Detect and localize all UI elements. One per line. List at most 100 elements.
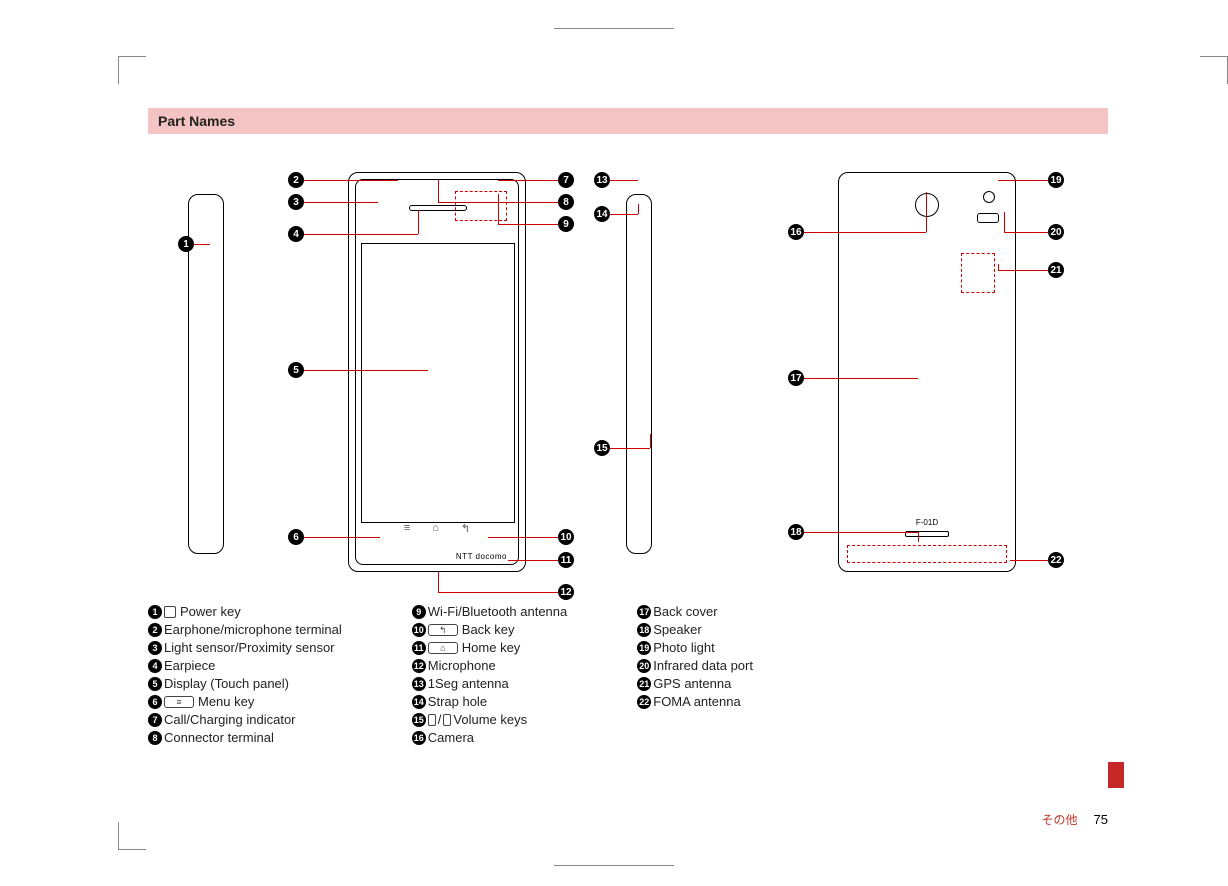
legend-text: Display (Touch panel) (164, 676, 289, 691)
legend-text: Microphone (428, 658, 496, 673)
legend-item-14: 14Strap hole (412, 694, 567, 709)
back-key-icon: ↰ (428, 624, 458, 636)
legend-item-7: 7Call/Charging indicator (148, 712, 342, 727)
legend-text: 1Seg antenna (428, 676, 509, 691)
legend-item-4: 4Earpiece (148, 658, 342, 673)
menu-key-icon: ≡ (404, 522, 410, 534)
legend-item-17: 17Back cover (637, 604, 753, 619)
brand-back: F-01D (916, 518, 938, 527)
section-title: Part Names (158, 113, 235, 129)
infrared-port (977, 213, 999, 223)
callout-bubble-6: 6 (288, 529, 304, 545)
crop-mark (554, 28, 674, 29)
section-title-bar: Part Names (148, 108, 1108, 134)
legend-bubble: 7 (148, 713, 162, 727)
home-key-icon: ⌂ (428, 642, 458, 654)
legend-text: Infrared data port (653, 658, 753, 673)
back-key-icon: ↰ (461, 522, 470, 535)
callout-bubble-21: 21 (1048, 262, 1064, 278)
lead-line (438, 180, 439, 202)
lead-line (304, 234, 418, 235)
legend-bubble: 13 (412, 677, 426, 691)
lead-line (438, 592, 558, 593)
softkey-bar: ≡ ⌂ ↰ (367, 519, 507, 537)
legend-text: Photo light (653, 640, 714, 655)
lead-line (498, 224, 558, 225)
legend-item-2: 2Earphone/microphone terminal (148, 622, 342, 637)
legend-text: GPS antenna (653, 676, 731, 691)
legend-text: Home key (462, 640, 521, 655)
legend: 1 Power key 2Earphone/microphone terminal 3… (148, 604, 1108, 745)
lead-line (304, 537, 380, 538)
legend-col-1: 1 Power key 2Earphone/microphone terminal 3… (148, 604, 342, 745)
lead-line (1004, 212, 1005, 232)
lead-line (610, 214, 638, 215)
legend-item-22: 22FOMA antenna (637, 694, 753, 709)
lead-line (304, 180, 398, 181)
footer-category: その他 (1042, 811, 1078, 828)
callout-bubble-17: 17 (788, 370, 804, 386)
legend-text: Menu key (198, 694, 254, 709)
legend-bubble: 1 (148, 605, 162, 619)
legend-bubble: 15 (412, 713, 426, 727)
legend-bubble: 5 (148, 677, 162, 691)
legend-text: Power key (180, 604, 241, 619)
home-key-icon: ⌂ (432, 522, 439, 534)
callout-bubble-5: 5 (288, 362, 304, 378)
legend-bubble: 9 (412, 605, 426, 619)
legend-col-3: 17Back cover18Speaker19Photo light20Infr… (637, 604, 753, 745)
legend-item-8: 8Connector terminal (148, 730, 342, 745)
legend-item-13: 131Seg antenna (412, 676, 567, 691)
lead-line (498, 180, 558, 181)
legend-item-19: 19Photo light (637, 640, 753, 655)
legend-text: FOMA antenna (653, 694, 740, 709)
crop-mark (118, 822, 119, 850)
wifi-antenna-area (455, 191, 507, 221)
legend-item-9: 9Wi-Fi/Bluetooth antenna (412, 604, 567, 619)
legend-item-5: 5Display (Touch panel) (148, 676, 342, 691)
crop-mark (1200, 56, 1228, 57)
legend-bubble: 4 (148, 659, 162, 673)
legend-bubble: 20 (637, 659, 651, 673)
lead-line (508, 560, 558, 561)
callout-bubble-2: 2 (288, 172, 304, 188)
callout-bubble-13: 13 (594, 172, 610, 188)
device-side-right (626, 194, 652, 554)
legend-text: Call/Charging indicator (164, 712, 296, 727)
volume-down-icon (443, 714, 451, 726)
callout-bubble-8: 8 (558, 194, 574, 210)
callout-bubble-16: 16 (788, 224, 804, 240)
callout-bubble-22: 22 (1048, 552, 1064, 568)
lead-line (926, 192, 927, 232)
legend-text: Camera (428, 730, 474, 745)
camera (915, 193, 939, 217)
lead-line (498, 194, 499, 224)
crop-mark (118, 849, 146, 850)
lead-line (418, 210, 419, 234)
legend-item-21: 21GPS antenna (637, 676, 753, 691)
legend-text: Back key (462, 622, 515, 637)
legend-text: Speaker (653, 622, 701, 637)
legend-bubble: 17 (637, 605, 651, 619)
callout-bubble-18: 18 (788, 524, 804, 540)
legend-bubble: 2 (148, 623, 162, 637)
legend-item-3: 3Light sensor/Proximity sensor (148, 640, 342, 655)
crop-mark (118, 56, 119, 84)
crop-mark (118, 56, 146, 57)
lead-line (638, 204, 639, 214)
lead-line (918, 532, 919, 542)
legend-bubble: 21 (637, 677, 651, 691)
device-side-left (188, 194, 224, 554)
legend-col-2: 9Wi-Fi/Bluetooth antenna10↰Back key11⌂Ho… (412, 604, 567, 745)
legend-bubble: 14 (412, 695, 426, 709)
lead-line (804, 232, 926, 233)
lead-line (438, 572, 439, 592)
side-tab (1108, 762, 1124, 788)
legend-item-6: 6≡Menu key (148, 694, 342, 709)
legend-item-10: 10↰Back key (412, 622, 567, 637)
small-key-icon (164, 606, 176, 618)
lead-line (650, 434, 651, 448)
legend-text: Earpiece (164, 658, 215, 673)
crop-mark (554, 865, 674, 866)
diagram-area: ≡ ⌂ ↰ NTT docomo F-01D 12345678910111213… (148, 144, 1108, 584)
